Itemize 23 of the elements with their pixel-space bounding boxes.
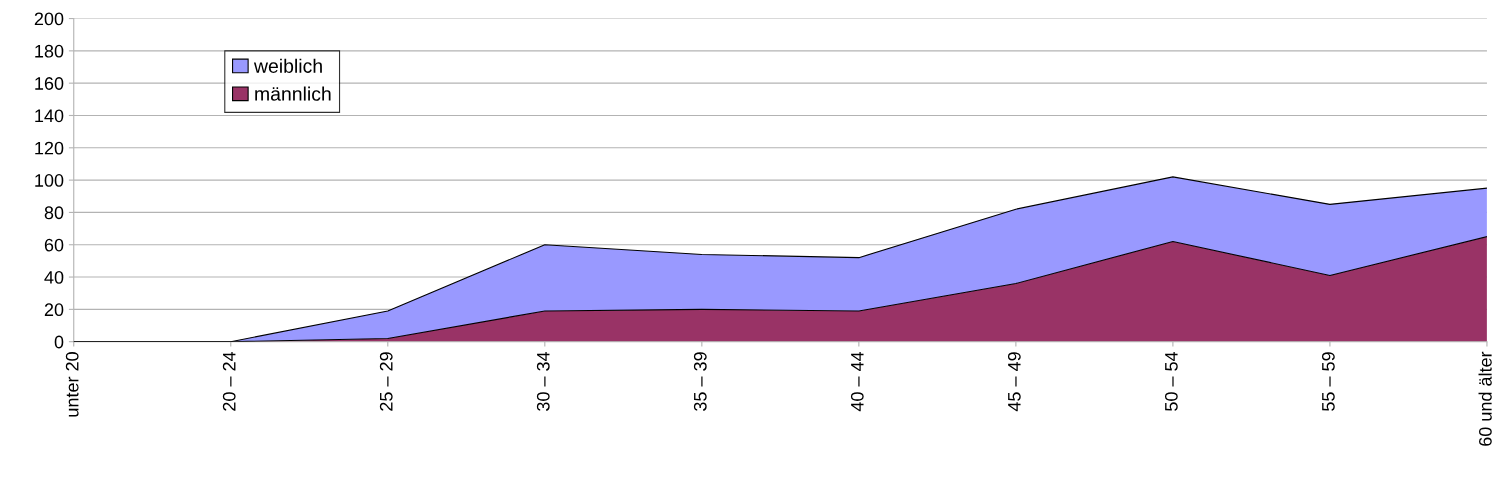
y-tick-label: 200: [34, 12, 64, 26]
x-tick-label: 55 – 59: [1321, 352, 1335, 411]
x-tick-label: 45 – 49: [1007, 352, 1021, 412]
y-tick-label: 0: [54, 335, 64, 349]
x-tick-label: 25 – 29: [379, 352, 393, 411]
x-tick-label: 40 – 44: [850, 351, 864, 412]
x-tick-label: 20 – 24: [222, 351, 236, 411]
y-tick-label: 180: [35, 44, 64, 58]
legend-label: weiblich: [253, 58, 322, 73]
legend-label: männlich: [255, 86, 331, 101]
y-tick-label: 20: [44, 303, 64, 317]
x-tick-label: unter 20: [65, 352, 79, 417]
x-tick-label: 60 und älter: [1478, 351, 1492, 446]
x-tick-label: 30 – 34: [536, 351, 550, 411]
x-tick-label: 35 – 39: [693, 352, 707, 411]
y-tick-label: 140: [35, 109, 64, 123]
y-tick-label: 120: [35, 141, 64, 155]
y-tick-label: 80: [44, 206, 64, 220]
y-tick-label: 160: [35, 77, 64, 90]
y-tick-label: 40: [44, 270, 64, 284]
x-tick-label: 50 – 54: [1164, 351, 1178, 411]
y-tick-label: 100: [35, 174, 64, 187]
y-tick-label: 60: [44, 238, 64, 252]
